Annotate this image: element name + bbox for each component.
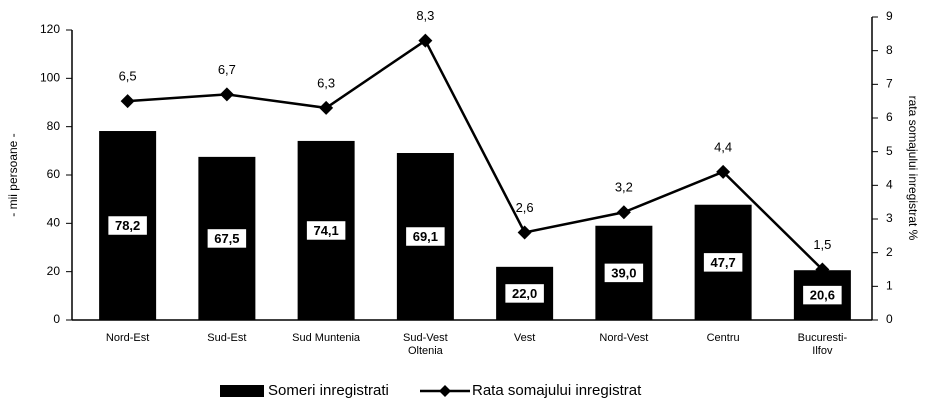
value-label: 78,2 — [115, 218, 140, 233]
y2-tick-label: 5 — [886, 144, 893, 158]
point — [120, 94, 135, 109]
point — [517, 225, 532, 240]
value-label: 1,5 — [813, 237, 831, 252]
value-label: 39,0 — [611, 265, 636, 280]
y2-tick-label: 4 — [886, 178, 893, 192]
y2-tick-label: 3 — [886, 211, 893, 225]
y2-tick-label: 0 — [886, 312, 893, 326]
value-label: 6,7 — [218, 62, 236, 77]
y-tick-label: 60 — [47, 167, 61, 181]
y-axis-label: - mii persoane - — [6, 133, 20, 216]
value-label-box — [702, 251, 744, 274]
line — [127, 38, 824, 271]
y2-axis-label: rata somajului inregistrat % — [906, 96, 920, 241]
x-tick-label: Nord-Est — [105, 332, 150, 344]
y2-tick-label: 2 — [886, 245, 893, 259]
value-label: 22,0 — [512, 286, 537, 301]
value-label: 67,5 — [214, 231, 239, 246]
value-label: 4,4 — [714, 139, 732, 154]
y2-tick-label: 9 — [886, 9, 893, 23]
y-tick-label: 100 — [40, 71, 60, 85]
value-label: 74,1 — [313, 223, 338, 238]
legend-marker — [439, 385, 451, 397]
y2-tick-label: 7 — [886, 77, 893, 91]
value-label: 69,1 — [413, 229, 438, 244]
y-tick-label: 120 — [40, 22, 60, 36]
point — [319, 100, 334, 115]
value-label: 6,3 — [317, 75, 335, 90]
x-tick-label: Bucuresti-Ilfov — [797, 332, 848, 357]
value-label-box — [106, 214, 149, 237]
y-tick-label: 40 — [47, 216, 61, 230]
x-tick-label: Sud-Est — [207, 332, 247, 344]
y2-tick-label: 1 — [886, 279, 893, 293]
legend-swatch — [220, 385, 264, 397]
value-label: 6,5 — [119, 69, 137, 84]
value-label-box — [801, 284, 844, 306]
value-label-box — [206, 227, 248, 250]
value-label: 3,2 — [615, 180, 633, 195]
y2-tick-label: 6 — [886, 110, 893, 124]
value-label-box — [404, 225, 447, 248]
x-tick-label: Centru — [706, 332, 740, 344]
value-label: 8,3 — [416, 8, 434, 23]
value-label: 2,6 — [516, 200, 534, 215]
y-tick-label: 80 — [47, 119, 61, 133]
point — [815, 262, 830, 277]
value-label-box — [305, 219, 347, 242]
x-tick-label: Sud Muntenia — [292, 332, 361, 344]
y-tick-label: 0 — [53, 312, 60, 326]
value-label: 20,6 — [810, 288, 835, 303]
x-tick-label: Vest — [513, 332, 536, 344]
y2-tick-label: 8 — [886, 43, 893, 57]
value-label-box — [503, 282, 546, 305]
point — [716, 164, 731, 179]
x-tick-label: Sud-Vest Oltenia — [403, 332, 448, 357]
point — [418, 33, 433, 48]
point — [616, 205, 631, 220]
value-label-box — [603, 262, 645, 284]
y-tick-label: 20 — [47, 264, 61, 278]
legend-label: Someri inregistrati — [268, 382, 389, 399]
value-label: 47,7 — [710, 255, 735, 270]
x-tick-label: Nord-Vest — [599, 332, 649, 344]
point — [219, 87, 234, 102]
legend-label: Rata somajului inregistrat — [472, 382, 642, 399]
